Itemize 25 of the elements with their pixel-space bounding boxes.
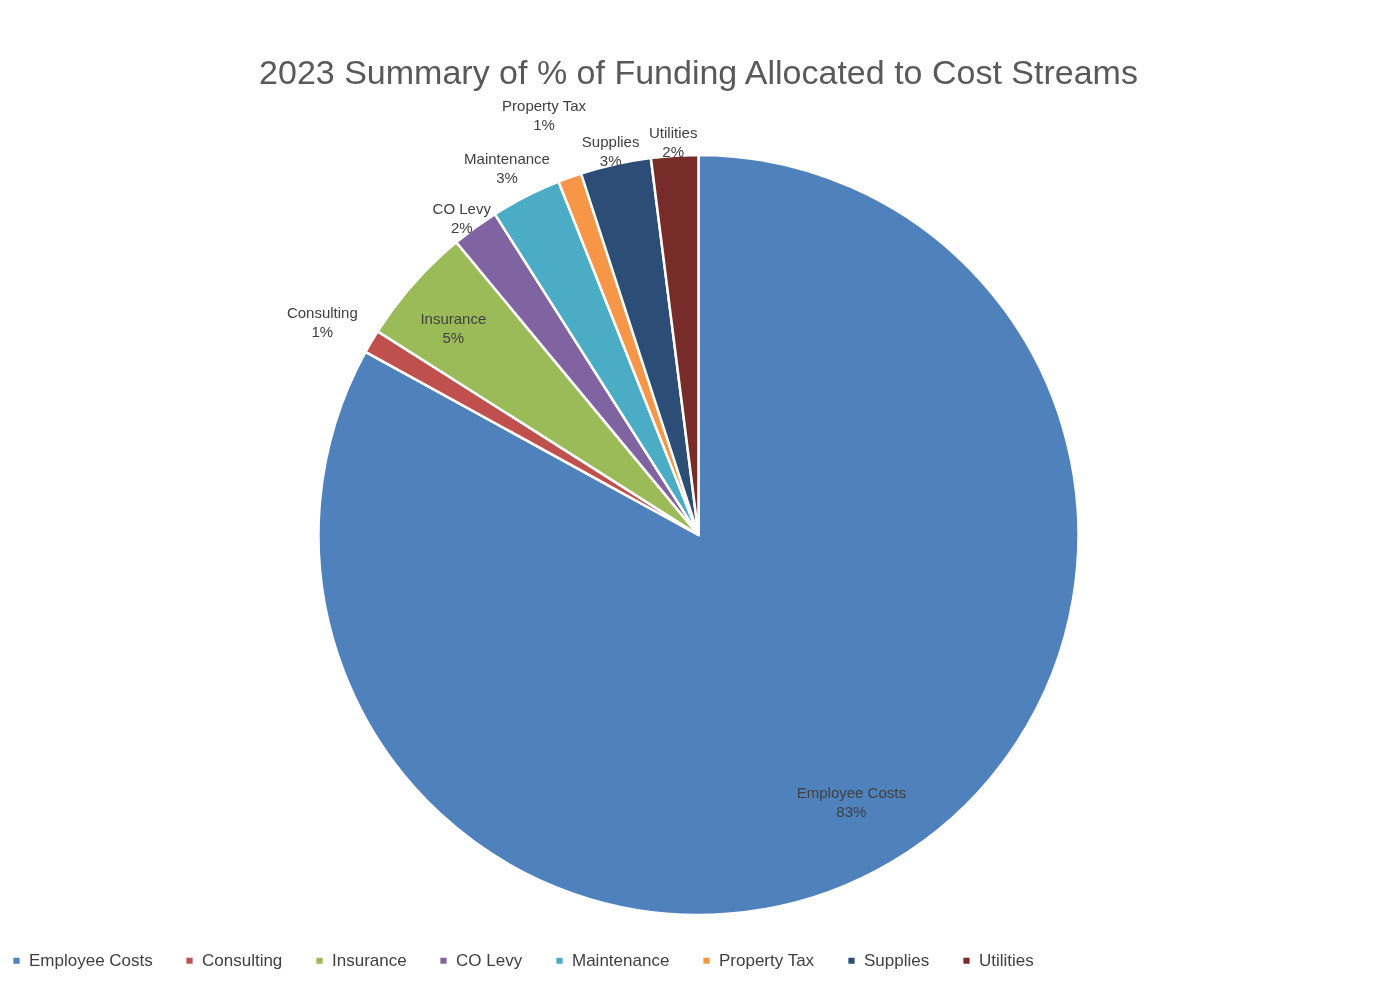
- data-label: 83%: [836, 803, 867, 821]
- slice-label: Insurance: [420, 309, 487, 327]
- legend-label: Consulting: [202, 950, 283, 970]
- slice-label: Consulting: [286, 303, 358, 321]
- legend-label: Insurance: [332, 950, 407, 970]
- legend-label: Employee Costs: [29, 950, 153, 970]
- legend-label: Utilities: [979, 950, 1034, 970]
- legend-label: Property Tax: [719, 950, 815, 970]
- data-label: 1%: [533, 115, 555, 133]
- chart-title: 2023 Summary of % of Funding Allocated to Cost Streams: [259, 52, 1138, 91]
- slice-label: Supplies: [581, 132, 640, 150]
- slice-label: Maintenance: [464, 150, 550, 168]
- data-label: 1%: [311, 322, 334, 340]
- data-label: 3%: [496, 169, 518, 187]
- data-label: 2%: [662, 142, 685, 160]
- data-label: 5%: [442, 328, 465, 346]
- legend-label: Supplies: [864, 950, 930, 970]
- slice-label: Utilities: [649, 123, 698, 141]
- slice-label: Employee Costs: [796, 784, 906, 802]
- legend-label: CO Levy: [456, 950, 523, 970]
- slice-label: CO Levy: [432, 200, 492, 218]
- slice-label: Property Tax: [502, 96, 587, 114]
- data-label: 2%: [450, 219, 473, 237]
- data-label: 3%: [599, 151, 622, 169]
- legend-label: Maintenance: [572, 950, 670, 970]
